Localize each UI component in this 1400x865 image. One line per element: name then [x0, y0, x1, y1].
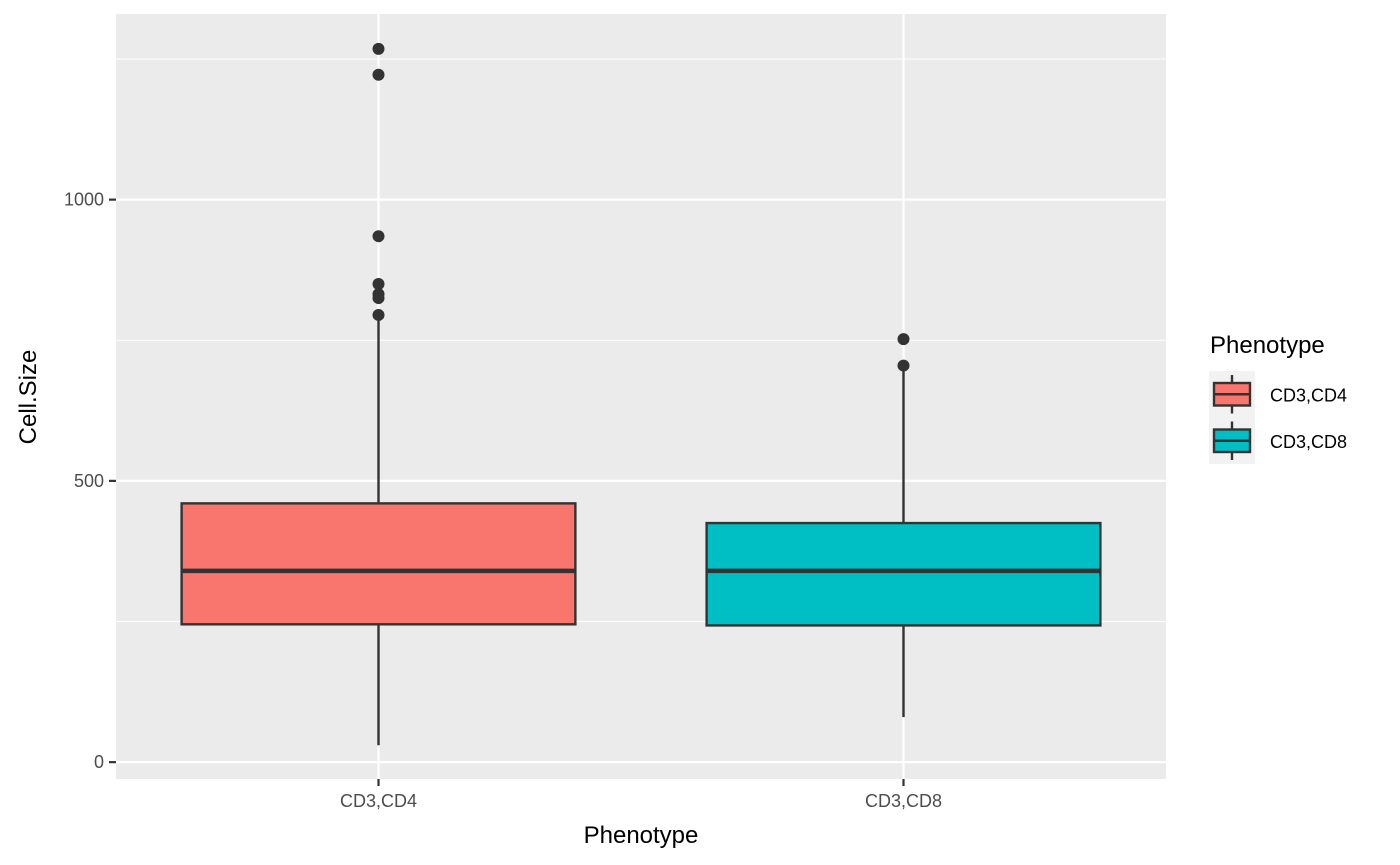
outlier-point [897, 359, 910, 372]
box-iqr [180, 502, 577, 626]
y-axis-title: Cell.Size [15, 350, 42, 445]
legend-title: Phenotype [1210, 332, 1325, 359]
plot-panel [116, 14, 1166, 779]
outlier-point [372, 230, 385, 243]
grid-layer [116, 14, 1166, 779]
box-layer [180, 42, 1102, 746]
outlier-point [372, 42, 385, 55]
axis-layer: 0 500 1000 CD3,CD4 CD3,CD8 [64, 190, 942, 811]
x-axis-title: Phenotype [584, 822, 699, 849]
box-iqr [705, 521, 1102, 627]
legend: Phenotype CD3,CD4 CD3,CD8 [1209, 332, 1347, 464]
y-tick-label: 1000 [64, 190, 104, 210]
outlier-point [372, 68, 385, 81]
legend-entry: CD3,CD4 [1212, 375, 1347, 414]
legend-label: CD3,CD4 [1270, 385, 1347, 405]
outlier-point [372, 308, 385, 321]
y-tick-label: 0 [94, 752, 104, 772]
legend-entries: CD3,CD4 CD3,CD8 [1212, 375, 1347, 460]
box-group [180, 42, 577, 746]
outlier-point [372, 288, 385, 301]
legend-entry: CD3,CD8 [1212, 421, 1347, 460]
legend-label: CD3,CD8 [1270, 432, 1347, 452]
box-group [705, 333, 1102, 718]
x-tick-label: CD3,CD8 [865, 791, 942, 811]
y-tick-label: 500 [74, 471, 104, 491]
outlier-point [897, 333, 910, 346]
x-tick-label: CD3,CD4 [340, 791, 417, 811]
outlier-point [372, 278, 385, 290]
